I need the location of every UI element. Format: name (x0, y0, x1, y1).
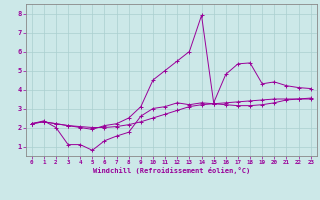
X-axis label: Windchill (Refroidissement éolien,°C): Windchill (Refroidissement éolien,°C) (92, 167, 250, 174)
